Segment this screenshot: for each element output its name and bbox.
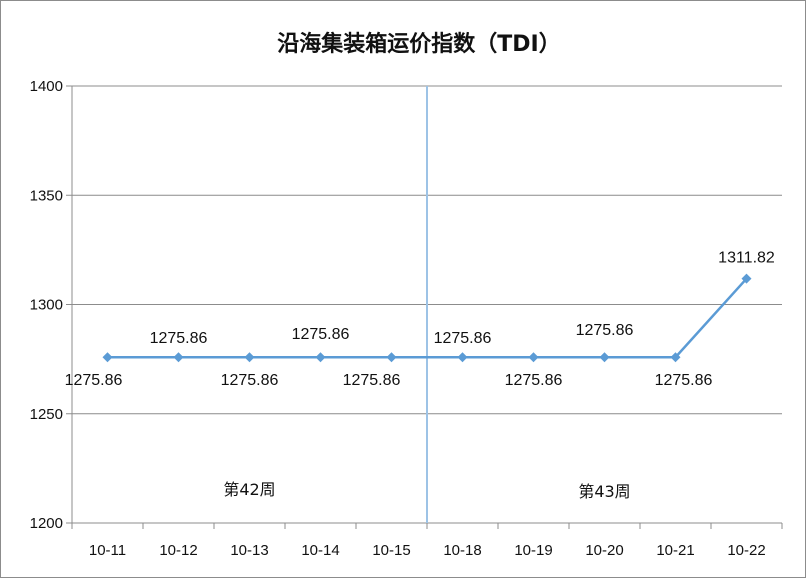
- x-tick-label: 10-21: [656, 542, 694, 559]
- data-point-marker: [599, 352, 610, 363]
- data-label: 1311.82: [718, 250, 775, 267]
- y-tick-label: 1400: [30, 78, 63, 95]
- x-tick-label: 10-18: [443, 542, 481, 559]
- x-tick-label: 10-19: [514, 542, 552, 559]
- y-tick-label: 1350: [30, 187, 63, 204]
- series-line-path: [107, 277, 748, 359]
- data-label: 1275.86: [150, 330, 208, 347]
- data-label: 1275.86: [655, 372, 713, 389]
- data-point-marker: [670, 352, 681, 363]
- data-point-marker: [244, 352, 255, 363]
- week-43-label: 第43周: [578, 482, 630, 501]
- data-point-marker: [315, 352, 326, 363]
- x-tick-label: 10-22: [727, 542, 765, 559]
- series-line: [102, 273, 752, 363]
- data-point-marker: [528, 352, 539, 363]
- data-label: 1275.86: [576, 322, 634, 339]
- y-tick-label: 1300: [30, 297, 63, 314]
- data-point-marker: [741, 273, 752, 284]
- data-point-marker: [173, 352, 184, 363]
- x-tick-label: 10-20: [585, 542, 623, 559]
- data-label: 1275.86: [505, 372, 563, 389]
- x-tick-label: 10-15: [372, 542, 410, 559]
- data-point-marker: [457, 352, 468, 363]
- x-tick-label: 10-12: [159, 542, 197, 559]
- x-tick-label: 10-13: [230, 542, 268, 559]
- week-annotations: 第42周 第43周: [223, 480, 630, 501]
- data-point-marker: [386, 352, 397, 363]
- axes: 1400 1350 1300 1250 1200 10-11 10-12 10-13 10-14…: [30, 78, 783, 559]
- x-tick-label: 10-14: [301, 542, 339, 559]
- data-label: 1275.86: [65, 372, 123, 389]
- y-tick-label: 1200: [30, 515, 63, 532]
- data-labels: 1275.86 1275.86 1275.86 1275.86 1275.86 1275.…: [65, 250, 775, 390]
- data-label: 1275.86: [434, 330, 492, 347]
- data-label: 1275.86: [292, 326, 350, 343]
- chart-title: 沿海集装箱运价指数（TDI）: [277, 31, 560, 57]
- data-point-marker: [102, 352, 113, 363]
- x-tick-label: 10-11: [89, 542, 126, 559]
- data-label: 1275.86: [221, 372, 279, 389]
- week-42-label: 第42周: [223, 480, 275, 499]
- data-label: 1275.86: [343, 372, 401, 389]
- y-tick-label: 1250: [30, 406, 63, 423]
